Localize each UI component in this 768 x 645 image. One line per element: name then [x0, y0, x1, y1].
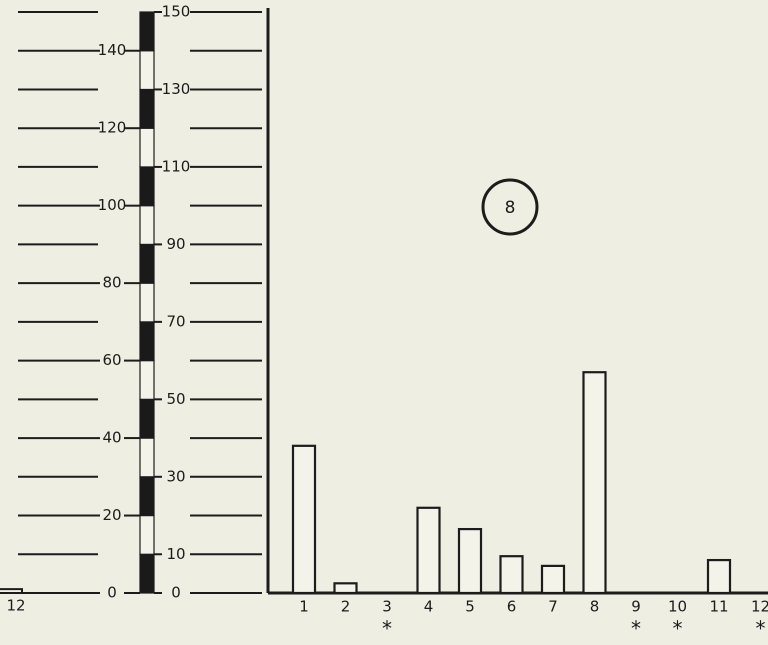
- x-tick-label-11: 11: [709, 598, 728, 616]
- x-tick-label-2: 2: [341, 598, 351, 616]
- right-tick-label-10: 10: [166, 545, 185, 563]
- x-tick-label-7: 7: [548, 598, 558, 616]
- right-tick-label-110: 110: [162, 157, 191, 175]
- right-tick-label-30: 30: [166, 467, 185, 485]
- bar-4: [416, 506, 441, 595]
- x-tick-label-5: 5: [465, 598, 475, 616]
- x-tick-label-12: 12: [751, 598, 768, 616]
- left-tick-label-20: 20: [102, 506, 121, 524]
- scale-segment: [139, 398, 155, 439]
- x-tick-asterisk-10: *: [673, 617, 683, 641]
- ruler-scale: [139, 11, 155, 594]
- right-scale-ticks: 0 10 30 50 70 90 110 130 150: [154, 3, 262, 602]
- badge-label: 8: [505, 198, 516, 218]
- bar-6: [499, 555, 524, 595]
- right-tick-label-150: 150: [162, 3, 191, 21]
- bar-1: [291, 444, 317, 595]
- left-scale-ticks: 0 20 40 60 80 100 120 140: [18, 11, 140, 602]
- x-tick-asterisk-3: *: [382, 617, 392, 641]
- scale-segment: [139, 127, 155, 168]
- scale-segment: [139, 88, 155, 129]
- previous-panel-fragment: 12: [0, 588, 26, 615]
- bars: [291, 371, 732, 595]
- chart-badge: 8: [481, 178, 539, 236]
- scale-segment: [139, 437, 155, 478]
- x-tick-label-4: 4: [424, 598, 434, 616]
- scale-segment: [139, 321, 155, 362]
- x-tick-asterisk-9: *: [631, 617, 641, 641]
- x-tick-labels: 1 2 3*4 5 6 7 8 9*10*11 12*: [299, 598, 768, 641]
- x-tick-label-10: 10: [668, 598, 687, 616]
- badge-circle: [481, 178, 539, 236]
- left-tick-label-100: 100: [98, 196, 127, 214]
- x-tick-label-8: 8: [590, 598, 600, 616]
- bar-8: [582, 371, 607, 595]
- scale-segment: [139, 553, 155, 594]
- left-tick-label-80: 80: [102, 274, 121, 292]
- bar-11: [706, 558, 732, 595]
- scale-segment: [139, 50, 155, 91]
- x-tick-label-1: 1: [299, 598, 309, 616]
- x-tick-label-3: 3: [382, 598, 392, 616]
- bar-7: [540, 564, 566, 595]
- scale-segment: [139, 476, 155, 517]
- x-tick-asterisk-12: *: [756, 617, 766, 641]
- x-tick-label-6: 6: [507, 598, 517, 616]
- left-tick-label-140: 140: [98, 41, 127, 59]
- left-tick-label-60: 60: [102, 351, 121, 369]
- right-tick-label-70: 70: [166, 312, 185, 330]
- scale-segment: [139, 205, 155, 246]
- bar-5: [457, 527, 483, 595]
- previous-panel-label: 12: [6, 597, 25, 615]
- bar-2: [333, 582, 358, 595]
- previous-panel-bar: [0, 588, 23, 594]
- left-tick-label-40: 40: [102, 429, 121, 447]
- x-tick-label-9: 9: [631, 598, 641, 616]
- left-tick-label-0: 0: [107, 584, 117, 602]
- right-tick-label-90: 90: [166, 235, 185, 253]
- right-tick-label-130: 130: [162, 80, 191, 98]
- scale-segment: [139, 514, 155, 555]
- right-tick-label-50: 50: [166, 390, 185, 408]
- left-tick-label-120: 120: [98, 119, 127, 137]
- right-tick-label-0: 0: [171, 584, 181, 602]
- scale-segment: [139, 11, 155, 52]
- scale-segment: [139, 243, 155, 284]
- scale-segment: [139, 360, 155, 400]
- scale-segment: [139, 166, 155, 207]
- scale-segment: [139, 282, 155, 323]
